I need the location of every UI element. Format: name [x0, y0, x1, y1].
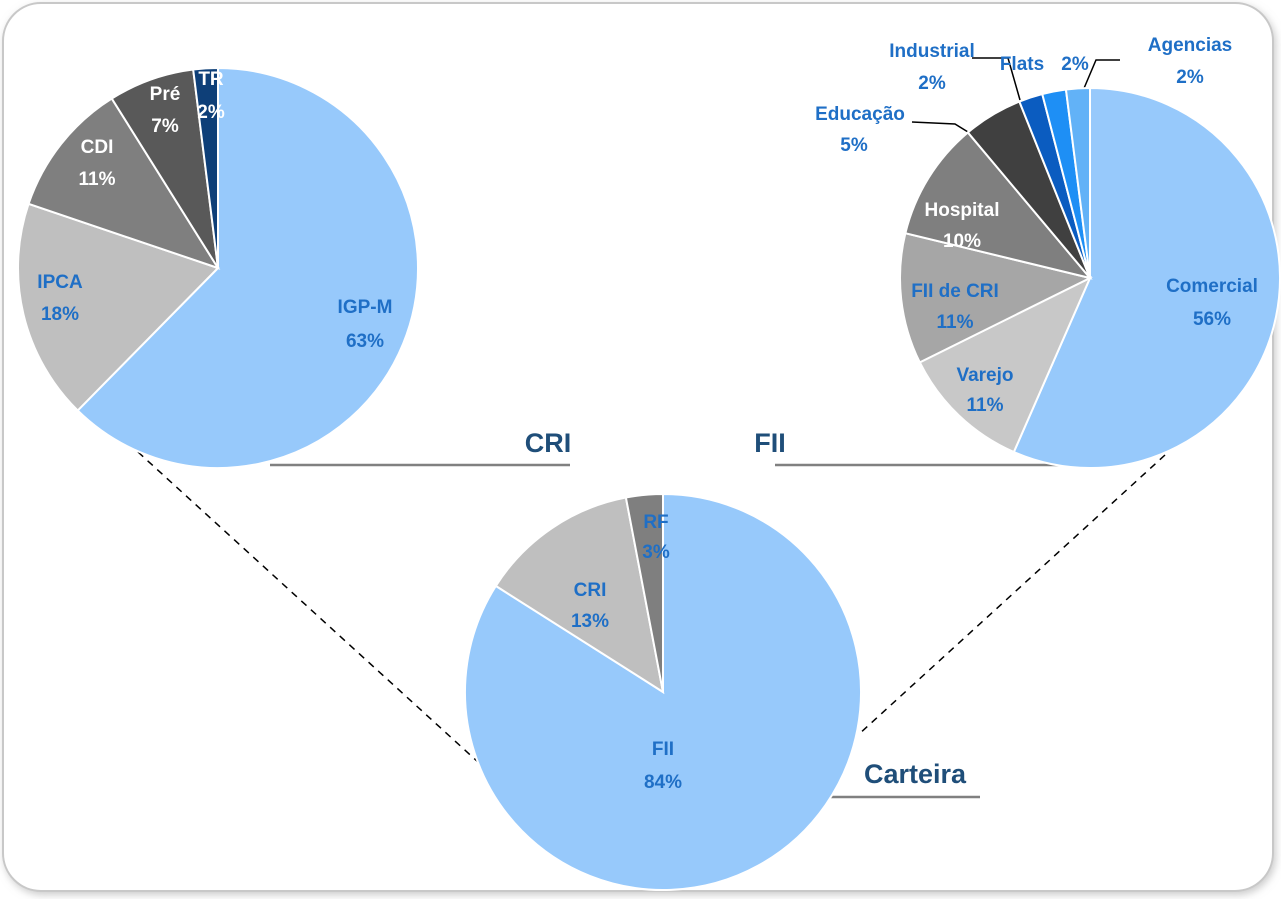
slice-label: Varejo: [956, 365, 1013, 386]
value-label: 13%: [571, 611, 609, 632]
leader-line: [911, 121, 969, 133]
connectors: [137, 451, 1166, 763]
connector: [137, 451, 479, 763]
pie-slice: [899, 231, 1093, 364]
value-label: 11%: [937, 312, 974, 333]
leader-line: [972, 57, 1021, 101]
value-label: 2%: [918, 73, 946, 94]
slice-label: RF: [643, 512, 668, 533]
slice-label: Pré: [150, 84, 181, 105]
value-label: 18%: [41, 304, 79, 325]
value-label: 5%: [840, 135, 868, 156]
chart-title: CRI: [525, 428, 572, 458]
value-label: 2%: [197, 102, 225, 123]
pie-slice: [192, 66, 219, 269]
slice-label: Agencias: [1148, 35, 1232, 56]
chart-title: FII: [754, 428, 786, 458]
pie-slice: [624, 492, 664, 693]
pie-slice: [494, 496, 665, 695]
pie-slice: [76, 66, 419, 469]
connector: [857, 454, 1166, 736]
value-label: 63%: [346, 331, 384, 352]
pie-slice: [27, 97, 221, 270]
value-label: 56%: [1193, 309, 1231, 330]
slice-label: CDI: [81, 137, 114, 158]
slice-label: TR: [198, 69, 224, 90]
pie-slice: [904, 131, 1093, 280]
value-label: 3%: [642, 542, 670, 563]
pie-slice: [1064, 86, 1091, 279]
slice-label: Industrial: [889, 41, 975, 62]
slice-label: IGP-M: [338, 297, 393, 318]
value-label: 7%: [151, 116, 179, 137]
slice-label: CRI: [574, 580, 607, 601]
slice-label: Hospital: [925, 200, 1000, 221]
leader-lines: [911, 57, 1120, 133]
slice-label: Comercial: [1166, 276, 1258, 297]
slice-label: FII de CRI: [911, 281, 999, 302]
slice-label: FII: [652, 739, 674, 760]
value-label: 11%: [967, 395, 1004, 416]
value-label: 11%: [79, 169, 116, 190]
value-label: 2%: [1061, 54, 1089, 75]
slice-label: Educação: [815, 104, 905, 125]
value-label: 84%: [644, 772, 682, 793]
slice-label: Flats: [1000, 54, 1044, 75]
pie-slice: [1012, 86, 1281, 469]
chart-title: Carteira: [864, 759, 967, 789]
value-label: 2%: [1176, 67, 1204, 88]
value-label: 10%: [943, 231, 981, 252]
leader-line: [1081, 59, 1120, 94]
pie-slice: [918, 275, 1093, 454]
pie-slice: [17, 202, 220, 412]
pies: IGP-M 63% IPCA 18% CDI 11% Pré 7% TR 2% Comercial 5…: [17, 35, 1281, 891]
slice-label: IPCA: [37, 272, 83, 293]
